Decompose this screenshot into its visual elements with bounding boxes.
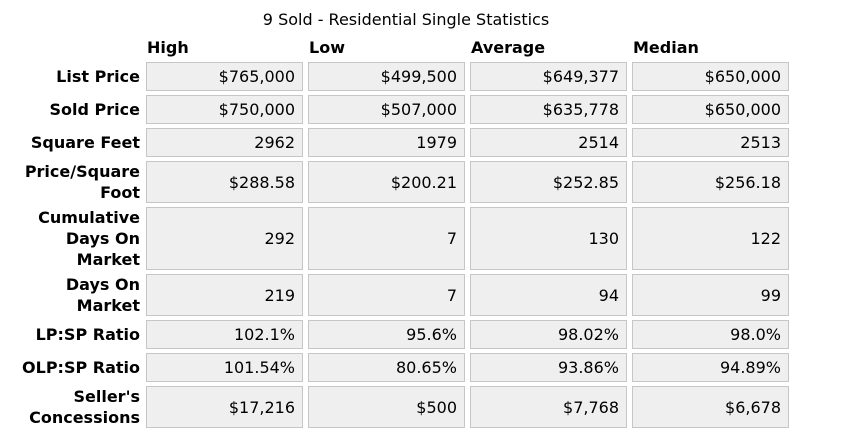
statistics-report: 9 Sold - Residential Single Statistics H… <box>0 10 794 432</box>
table-row-price-per-square-foot: Price/Square Foot $288.58 $200.21 $252.8… <box>3 161 789 203</box>
stat-value: 98.0% <box>632 320 789 349</box>
table-row-list-price: List Price $765,000 $499,500 $649,377 $6… <box>3 62 789 91</box>
stat-value: $7,768 <box>470 386 627 428</box>
table-row-sellers-concessions: Seller's Concessions $17,216 $500 $7,768… <box>3 386 789 428</box>
row-label: Square Feet <box>30 133 140 152</box>
row-label: Days On Market <box>65 275 140 315</box>
stat-value: $507,000 <box>308 95 465 124</box>
row-label: OLP:SP Ratio <box>22 358 140 377</box>
stat-value: 122 <box>632 207 789 270</box>
stat-value: 2513 <box>632 128 789 157</box>
stat-value: 98.02% <box>470 320 627 349</box>
column-header-high: High <box>147 38 189 57</box>
table-row-lp-sp-ratio: LP:SP Ratio 102.1% 95.6% 98.02% 98.0% <box>3 320 789 349</box>
row-label: LP:SP Ratio <box>35 325 140 344</box>
stat-value: $499,500 <box>308 62 465 91</box>
row-label: Sold Price <box>49 100 140 119</box>
table-row-square-feet: Square Feet 2962 1979 2514 2513 <box>3 128 789 157</box>
stat-value: 7 <box>308 274 465 316</box>
column-header-low: Low <box>309 38 345 57</box>
stat-value: $750,000 <box>146 95 303 124</box>
stat-value: 95.6% <box>308 320 465 349</box>
stat-value: $256.18 <box>632 161 789 203</box>
stat-value: $17,216 <box>146 386 303 428</box>
stat-value: $6,678 <box>632 386 789 428</box>
stat-value: $765,000 <box>146 62 303 91</box>
header-spacer <box>3 38 141 58</box>
table-row-sold-price: Sold Price $750,000 $507,000 $635,778 $6… <box>3 95 789 124</box>
stat-value: $500 <box>308 386 465 428</box>
stat-value: $649,377 <box>470 62 627 91</box>
stat-value: 2514 <box>470 128 627 157</box>
table-row-cumulative-days-on-market: Cumulative Days On Market 292 7 130 122 <box>3 207 789 270</box>
stat-value: 102.1% <box>146 320 303 349</box>
row-label: Seller's Concessions <box>29 387 140 427</box>
stat-value: 7 <box>308 207 465 270</box>
header-row: High Low Average Median <box>3 38 789 58</box>
row-label: Cumulative Days On Market <box>38 208 140 269</box>
column-header-median: Median <box>633 38 699 57</box>
stat-value: $650,000 <box>632 95 789 124</box>
stat-value: $650,000 <box>632 62 789 91</box>
table-row-days-on-market: Days On Market 219 7 94 99 <box>3 274 789 316</box>
stat-value: 130 <box>470 207 627 270</box>
stat-value: 1979 <box>308 128 465 157</box>
statistics-table: High Low Average Median List Price $765,… <box>0 34 794 432</box>
row-label: List Price <box>56 67 140 86</box>
stat-value: 2962 <box>146 128 303 157</box>
stat-value: 94.89% <box>632 353 789 382</box>
page-title: 9 Sold - Residential Single Statistics <box>262 10 550 29</box>
stat-value: 292 <box>146 207 303 270</box>
stat-value: 99 <box>632 274 789 316</box>
row-label: Price/Square Foot <box>24 162 140 202</box>
stat-value: $635,778 <box>470 95 627 124</box>
table-row-olp-sp-ratio: OLP:SP Ratio 101.54% 80.65% 93.86% 94.89… <box>3 353 789 382</box>
stat-value: $252.85 <box>470 161 627 203</box>
stat-value: 93.86% <box>470 353 627 382</box>
stat-value: 94 <box>470 274 627 316</box>
stat-value: 219 <box>146 274 303 316</box>
stat-value: 101.54% <box>146 353 303 382</box>
stat-value: $200.21 <box>308 161 465 203</box>
stat-value: 80.65% <box>308 353 465 382</box>
stat-value: $288.58 <box>146 161 303 203</box>
column-header-average: Average <box>471 38 546 57</box>
